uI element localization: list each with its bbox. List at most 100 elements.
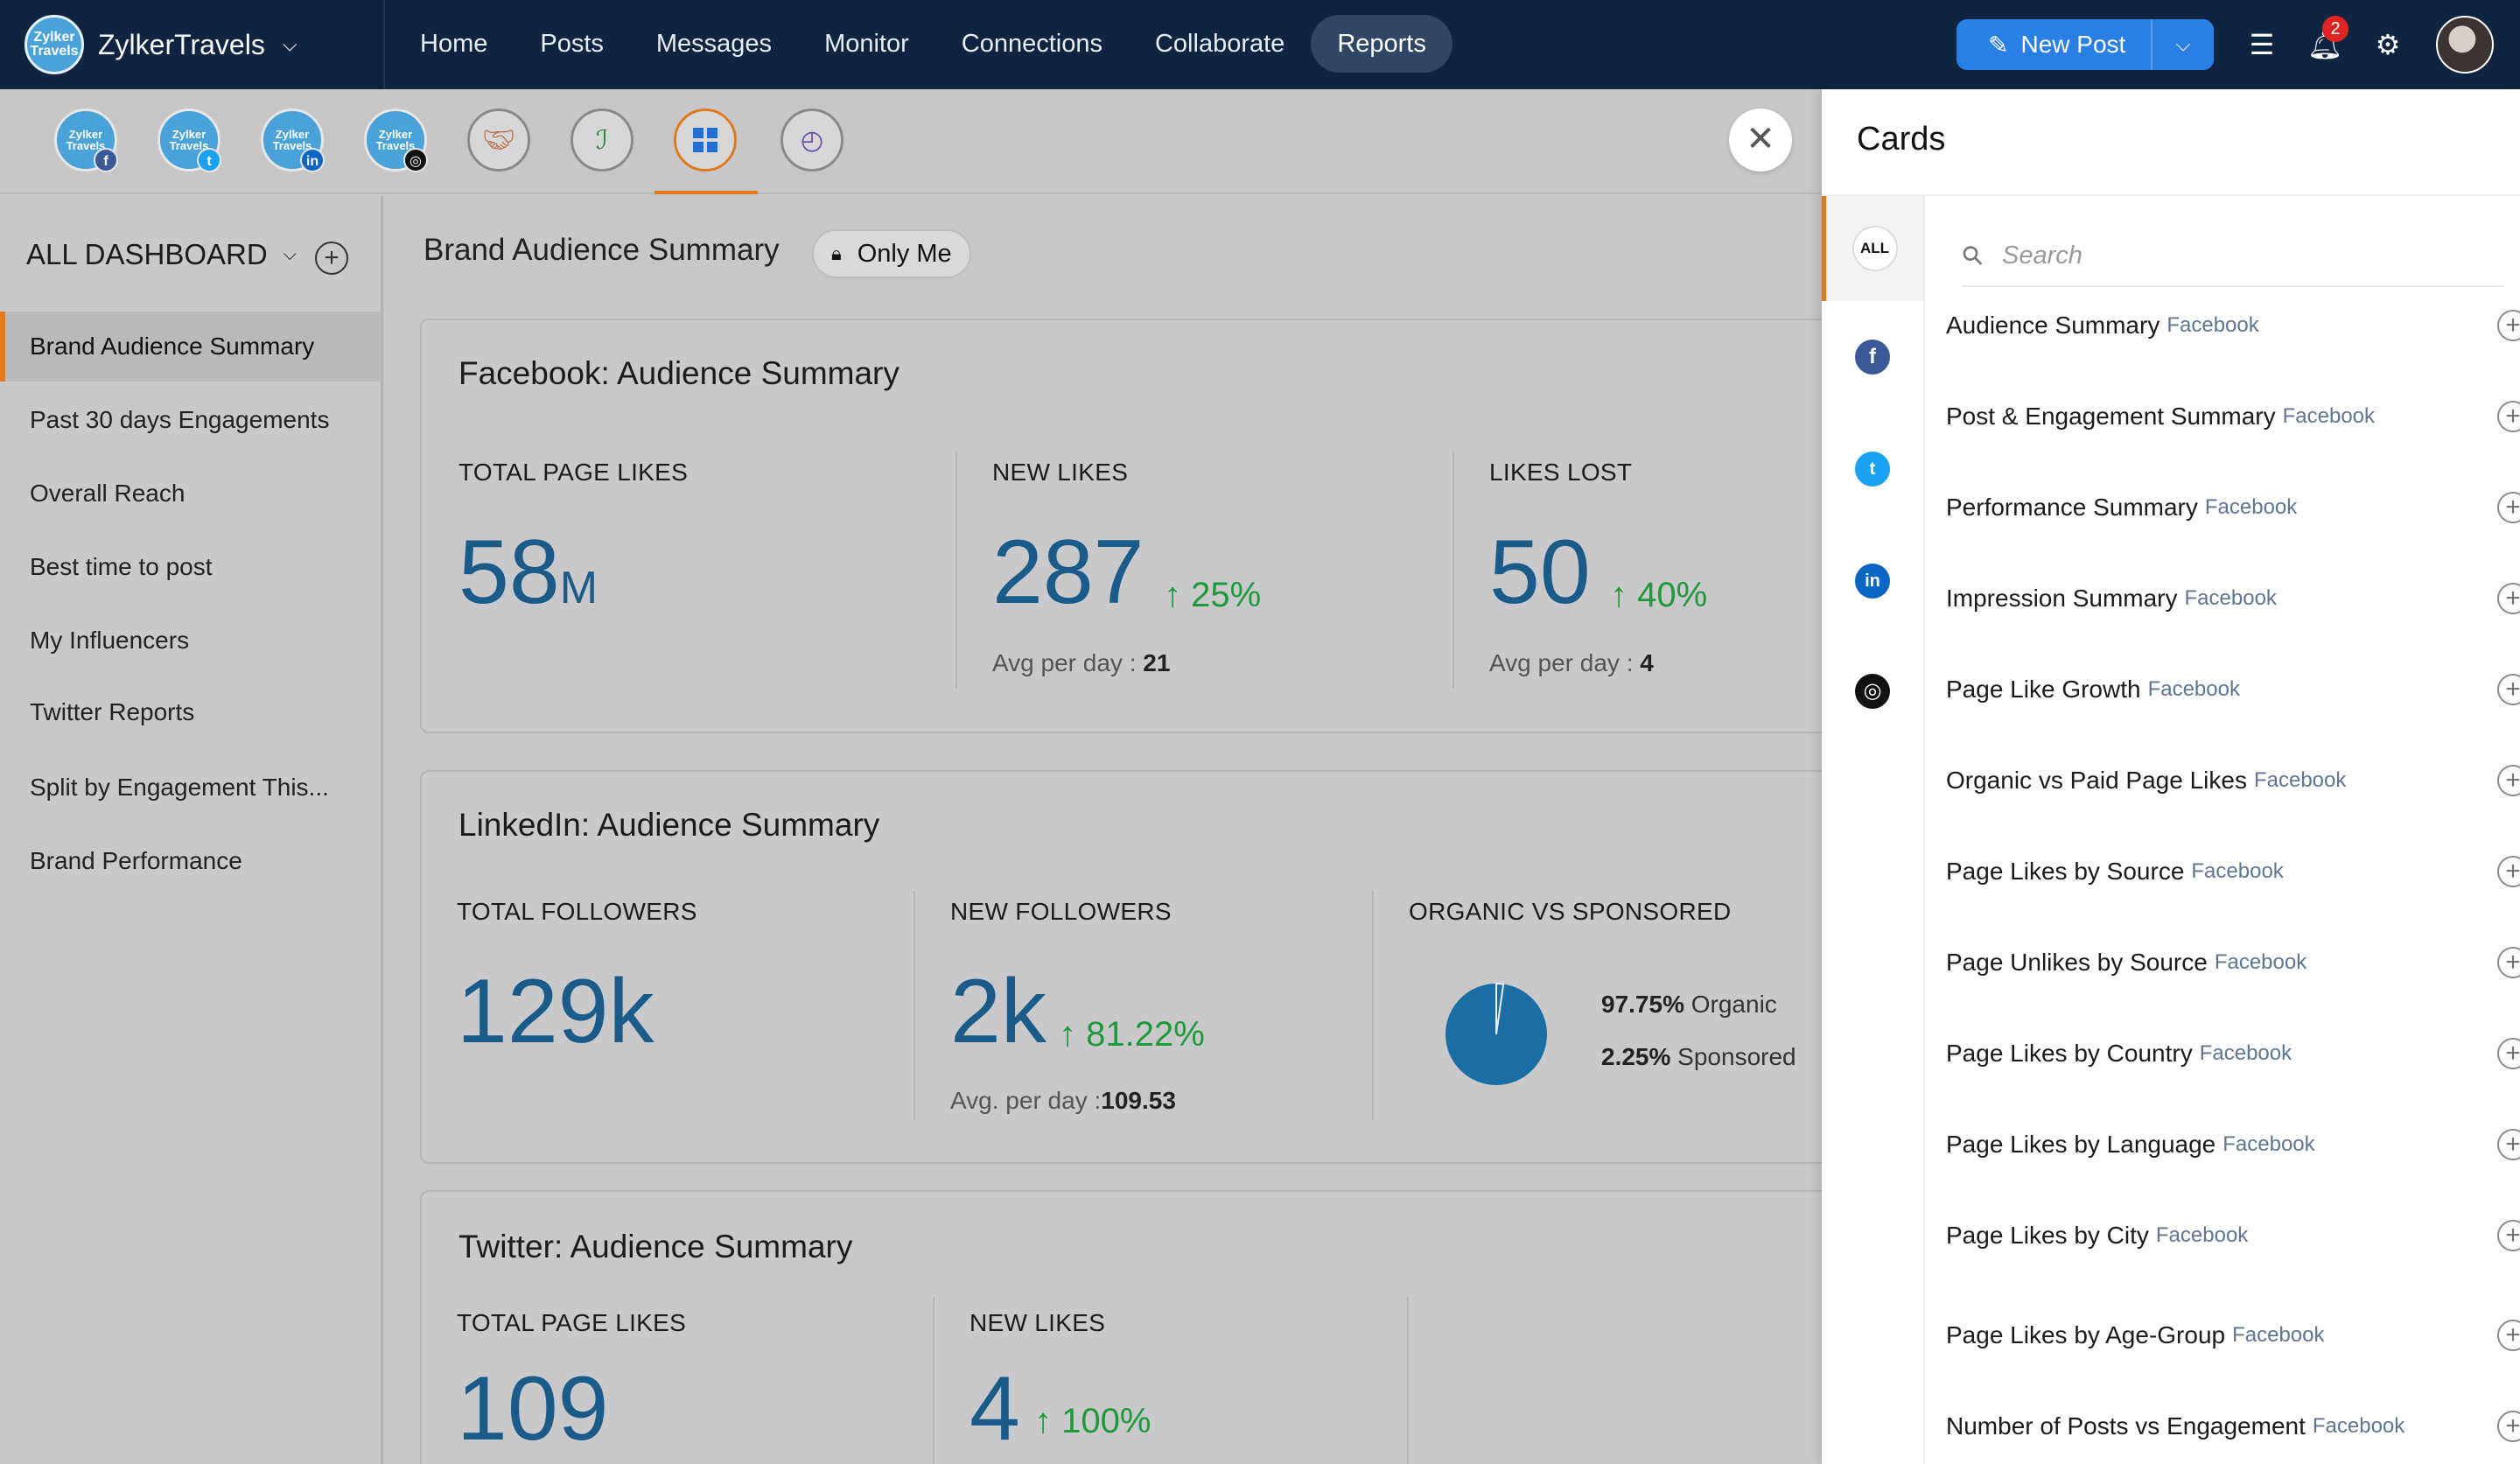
sidebar-item-influencers[interactable]: My Influencers [30,627,190,654]
nav-connections[interactable]: Connections [961,30,1102,58]
card-title: Twitter: Audience Summary [458,1229,853,1264]
dashboard-grid-icon[interactable] [674,109,737,172]
add-card-icon[interactable]: + [2497,856,2520,887]
add-card-icon[interactable]: + [2497,1129,2520,1160]
card-item-name: Page Likes by Language [1946,1131,2216,1158]
sidebar-item-split-engagement[interactable]: Split by Engagement This... [30,774,329,801]
nav-collaborate[interactable]: Collaborate [1154,30,1285,58]
add-card-icon[interactable]: + [2497,1220,2520,1251]
dashboard-selector[interactable]: ALL DASHBOARD ⌵ [26,238,297,271]
add-card-icon[interactable]: + [2497,401,2520,432]
card-item-name: Organic vs Paid Page Likes [1946,767,2247,794]
card-list-item[interactable]: Organic vs Paid Page Likes Facebook + [1946,746,2520,816]
card-title: LinkedIn: Audience Summary [458,807,880,843]
channel-linkedin[interactable]: Zylker Travels in [261,109,325,172]
card-item-name: Page Likes by Country [1946,1040,2193,1067]
filter-all[interactable]: ALL [1822,196,1923,301]
add-card-icon[interactable]: + [2497,765,2520,796]
filter-instagram[interactable]: ◎ [1822,639,1923,744]
card-list-item[interactable]: Page Likes by City Facebook + [1946,1201,2520,1271]
card-item-name: Audience Summary [1946,312,2160,339]
dashboard-sidebar: ALL DASHBOARD ⌵ + Brand Audience Summary… [0,196,383,1464]
card-item-source: Facebook [2214,950,2307,974]
organic-vs-sponsored-pie [1446,982,1547,1085]
nav-messages[interactable]: Messages [655,30,773,58]
new-post-label: New Post [2020,31,2126,58]
visibility-label: Only Me [857,239,952,268]
menu-lines-icon[interactable]: ☰ [2249,29,2275,60]
add-card-icon[interactable]: + [2497,947,2520,978]
card-item-source: Facebook [2147,677,2240,701]
sidebar-item-past-30-days[interactable]: Past 30 days Engagements [30,406,330,433]
divider [1407,1297,1409,1464]
user-avatar[interactable] [2436,16,2494,74]
add-card-icon[interactable]: + [2497,674,2520,705]
divider [383,0,385,89]
add-card-icon[interactable]: + [2497,310,2520,341]
sidebar-item-twitter-reports[interactable]: Twitter Reports [30,698,195,725]
filter-facebook[interactable]: f [1822,305,1923,410]
sidebar-item-brand-audience-summary[interactable]: Brand Audience Summary [0,312,382,382]
card-list-item[interactable]: Page Likes by Language Facebook + [1946,1110,2520,1180]
filter-twitter[interactable]: t [1822,417,1923,522]
brand-logo: Zylker Travels [24,15,84,74]
card-list-item[interactable]: Page Likes by Source Facebook + [1946,837,2520,907]
channel-facebook[interactable]: Zylker Travels f [54,109,118,172]
linkedin-icon: in [300,148,325,172]
gear-icon[interactable]: ⚙ [2375,29,2401,60]
card-list-item[interactable]: Page Likes by Age-Group Facebook + [1946,1300,2520,1370]
search-icon: ⚲ [1956,238,1991,273]
add-card-icon[interactable]: + [2497,1038,2520,1069]
card-item-source: Facebook [2253,768,2347,792]
channel-logo-text: Zylker Travels [169,128,209,152]
add-card-icon[interactable]: + [2497,492,2520,523]
card-list-item[interactable]: Page Unlikes by Source Facebook + [1946,928,2520,998]
twitter-icon: t [197,148,221,172]
card-item-name: Impression Summary [1946,585,2178,612]
pie-slice-sponsored [1495,982,1505,1035]
card-list-item[interactable]: Impression Summary Facebook + [1946,564,2520,634]
active-tab-underline [654,191,758,194]
new-post-dropdown-toggle[interactable]: ⌵ [2175,33,2191,55]
card-list-item[interactable]: Performance Summary Facebook + [1946,473,2520,543]
sidebar-item-best-time[interactable]: Best time to post [30,553,213,580]
card-list-item[interactable]: Number of Posts vs Engagement Facebook + [1946,1391,2520,1461]
close-panel-button[interactable]: ✕ [1729,109,1792,172]
nav-home[interactable]: Home [420,30,488,58]
card-list-item[interactable]: Audience Summary Facebook + [1946,291,2520,361]
card-list-item[interactable]: Page Like Growth Facebook + [1946,655,2520,725]
network-filter-rail: ALL f t in ◎ [1822,196,1925,1464]
add-card-icon[interactable]: + [2497,1320,2520,1351]
brand-name: ZylkerTravels [98,28,265,60]
linkedin-icon: in [1855,564,1890,599]
add-card-icon[interactable]: + [2497,583,2520,614]
page-title: Brand Audience Summary [424,233,780,267]
sidebar-item-brand-performance[interactable]: Brand Performance [30,847,242,874]
add-card-icon[interactable]: + [2497,1411,2520,1442]
add-dashboard-icon[interactable]: + [315,242,348,275]
nav-posts[interactable]: Posts [540,30,604,58]
avg-per-day: Avg per day : 21 [992,649,1171,676]
card-item-name: Number of Posts vs Engagement [1946,1412,2306,1439]
top-nav-bar: Zylker Travels ZylkerTravels ⌵ Home Post… [0,0,2520,89]
sidebar-header: ALL DASHBOARD [26,238,268,270]
filter-linkedin[interactable]: in [1822,529,1923,634]
publish-icon[interactable]: ℐ [570,109,634,172]
nav-monitor[interactable]: Monitor [824,30,909,58]
timer-icon[interactable]: ◴ [780,109,844,172]
handshake-icon[interactable]: 🤝︎ [467,109,530,172]
grid-icon [693,128,718,152]
nav-reports[interactable]: Reports [1311,15,1452,73]
card-list-item[interactable]: Post & Engagement Summary Facebook + [1946,382,2520,452]
card-item-name: Page Likes by Age-Group [1946,1321,2226,1348]
search-input[interactable] [2001,241,2440,270]
new-post-main[interactable]: ✎ New Post [1956,19,2152,70]
sidebar-item-overall-reach[interactable]: Overall Reach [30,480,186,507]
channel-twitter[interactable]: Zylker Travels t [158,109,221,172]
channel-instagram[interactable]: Zylker Travels ◎ [364,109,428,172]
card-list-item[interactable]: Page Likes by Country Facebook + [1946,1019,2520,1089]
avg-per-day: Avg. per day :109.53 [950,1087,1176,1114]
visibility-toggle[interactable]: 🔒︎ Only Me [812,229,971,278]
brand-switcher[interactable]: Zylker Travels ZylkerTravels ⌵ [24,12,298,77]
card-item-name: Page Unlikes by Source [1946,949,2208,976]
